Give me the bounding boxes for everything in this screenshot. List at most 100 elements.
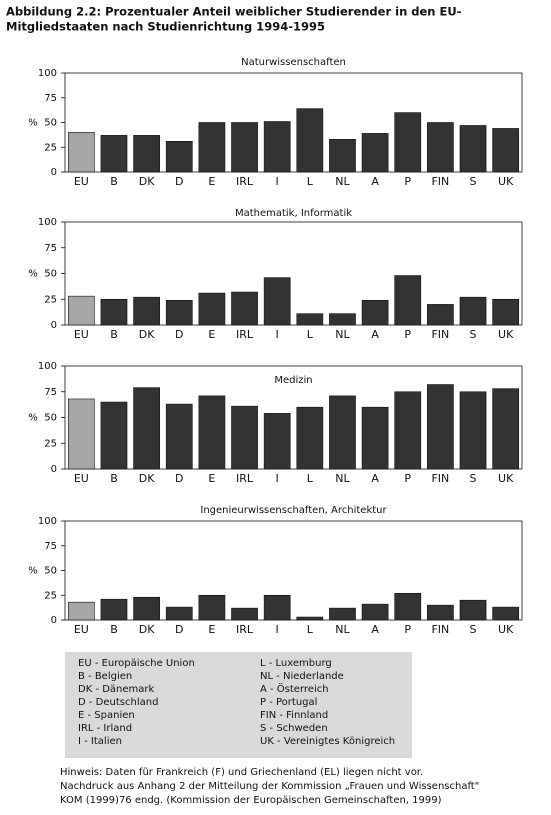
x-tick-label: FIN (431, 328, 449, 341)
note: Hinweis: Daten für Frankreich (F) und Gr… (60, 767, 423, 778)
x-tick-label: S (470, 623, 477, 636)
bar (198, 122, 226, 173)
bar (67, 601, 95, 621)
y-tick-label: 50 (44, 413, 57, 424)
y-tick-label: 0 (51, 615, 57, 626)
bar (329, 395, 356, 470)
bar (231, 405, 258, 470)
x-tick-label: E (208, 175, 215, 188)
y-axis-label: % (28, 269, 38, 280)
y-tick-label: 0 (51, 320, 57, 331)
x-tick-label: A (371, 472, 379, 485)
x-tick-label: L (307, 175, 314, 188)
note: Nachdruck aus Anhang 2 der Mitteilung de… (60, 781, 479, 792)
bar (329, 313, 356, 326)
y-tick-label: 25 (44, 142, 57, 153)
legend-entry: FIN - Finnland (260, 710, 328, 721)
x-tick-label: D (175, 472, 183, 485)
x-tick-label: A (371, 175, 379, 188)
x-tick-label: A (371, 328, 379, 341)
x-tick-label: UK (498, 175, 514, 188)
x-tick-label: EU (74, 175, 89, 188)
x-tick-label: EU (74, 472, 89, 485)
bar (198, 395, 226, 470)
x-tick-label: NL (335, 175, 350, 188)
bar (492, 298, 520, 326)
bar (263, 277, 291, 326)
x-tick-label: I (276, 328, 279, 341)
bar (100, 598, 128, 621)
chart-title: Mathematik, Informatik (235, 208, 352, 219)
bar (67, 132, 95, 173)
bar (198, 292, 226, 326)
bar (459, 296, 487, 326)
x-tick-label: A (371, 623, 379, 636)
bar (296, 313, 324, 326)
bar (394, 592, 422, 621)
bar (427, 384, 454, 470)
bar (133, 296, 160, 326)
y-axis-label: % (28, 118, 38, 129)
x-tick-label: I (276, 623, 279, 636)
legend-entry: E - Spanien (78, 710, 135, 721)
bar (361, 406, 389, 470)
y-axis-label: % (28, 566, 38, 577)
legend-entry: EU - Europäische Union (78, 658, 195, 669)
x-tick-label: IRL (236, 472, 254, 485)
y-tick-label: 100 (38, 516, 57, 527)
x-tick-label: FIN (431, 623, 449, 636)
x-tick-label: IRL (236, 328, 254, 341)
legend-entry: DK - Dänemark (78, 684, 155, 695)
bar (459, 391, 487, 470)
x-tick-label: D (175, 175, 183, 188)
bar (361, 133, 389, 173)
y-tick-label: 50 (44, 118, 57, 129)
x-tick-label: EU (74, 328, 89, 341)
x-tick-label: L (307, 623, 314, 636)
x-tick-label: P (404, 623, 411, 636)
y-tick-label: 0 (51, 464, 57, 475)
x-tick-label: B (110, 472, 118, 485)
x-tick-label: S (470, 472, 477, 485)
bar (459, 599, 487, 621)
chart-title: Ingenieurwissenschaften, Architektur (200, 505, 387, 516)
x-tick-label: P (404, 175, 411, 188)
x-tick-label: NL (335, 328, 350, 341)
x-tick-label: D (175, 623, 183, 636)
y-tick-label: 100 (38, 361, 57, 372)
bar (165, 606, 193, 621)
x-tick-label: IRL (236, 623, 254, 636)
bar (133, 387, 160, 470)
legend-entry: UK - Vereinigtes Königreich (260, 736, 395, 747)
legend-entry: L - Luxemburg (260, 658, 332, 669)
x-tick-label: DK (139, 623, 155, 636)
x-tick-label: FIN (431, 175, 449, 188)
bar (329, 139, 356, 173)
bar (427, 122, 454, 173)
legend-entry: S - Schweden (260, 723, 328, 734)
bar (165, 403, 193, 470)
bar (492, 388, 520, 470)
bar (231, 122, 258, 173)
x-tick-label: B (110, 328, 118, 341)
x-tick-label: B (110, 623, 118, 636)
x-tick-label: E (208, 472, 215, 485)
legend-entry: D - Deutschland (78, 697, 158, 708)
bar (100, 401, 128, 470)
y-tick-label: 0 (51, 167, 57, 178)
x-tick-label: UK (498, 472, 514, 485)
bar (133, 135, 160, 173)
bar (296, 108, 324, 173)
bar (296, 616, 324, 621)
legend-entry: A - Österreich (260, 682, 329, 695)
y-tick-label: 100 (38, 217, 57, 228)
x-tick-label: S (470, 328, 477, 341)
x-tick-label: I (276, 472, 279, 485)
legend-entry: NL - Niederlande (260, 671, 344, 682)
x-tick-label: B (110, 175, 118, 188)
bar (361, 603, 389, 621)
y-tick-label: 25 (44, 294, 57, 305)
x-tick-label: E (208, 623, 215, 636)
